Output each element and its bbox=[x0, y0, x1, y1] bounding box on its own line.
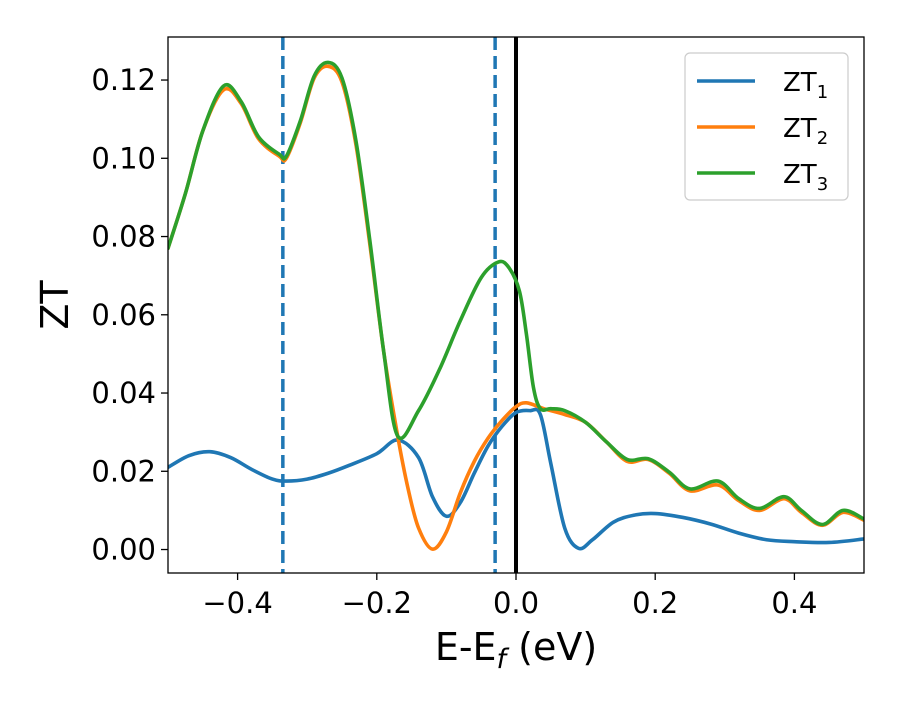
series-lines bbox=[168, 60, 864, 551]
x-axis-label-main: E-E bbox=[435, 625, 497, 669]
legend-label-zt3: ZT3 bbox=[783, 160, 828, 195]
x-axis: −0.4 −0.2 0.0 0.2 0.4 bbox=[202, 573, 817, 620]
legend-box bbox=[684, 52, 849, 201]
legend-label-main: ZT bbox=[783, 114, 817, 144]
reference-lines bbox=[281, 37, 518, 573]
y-tick-label: 0.10 bbox=[91, 141, 156, 175]
legend-label-zt1: ZT1 bbox=[783, 68, 828, 103]
series-line-zt1 bbox=[168, 407, 864, 551]
x-tick-label: 0.0 bbox=[493, 586, 539, 620]
y-tick-label: 0.12 bbox=[91, 63, 156, 97]
x-tick-label: 0.2 bbox=[632, 586, 678, 620]
y-tick-label: 0.00 bbox=[91, 533, 156, 567]
x-axis-label: E-Ef (eV) bbox=[435, 625, 597, 675]
y-axis: 0.00 0.02 0.04 0.06 0.08 0.10 0.12 bbox=[91, 63, 168, 567]
x-tick-label: −0.2 bbox=[342, 586, 412, 620]
legend-label-zt2: ZT2 bbox=[783, 114, 828, 149]
legend-label-main: ZT bbox=[783, 160, 817, 190]
y-tick-label: 0.04 bbox=[91, 376, 156, 410]
legend-label-main: ZT bbox=[783, 68, 817, 98]
x-axis-label-unit: (eV) bbox=[506, 625, 597, 669]
legend-label-subscript: 1 bbox=[817, 82, 828, 103]
x-tick-label: −0.4 bbox=[202, 586, 272, 620]
x-tick-label: 0.4 bbox=[771, 586, 817, 620]
y-axis-label: ZT bbox=[33, 280, 77, 330]
legend-label-subscript: 3 bbox=[817, 174, 828, 195]
y-tick-label: 0.06 bbox=[91, 298, 156, 332]
legend-label-subscript: 2 bbox=[817, 128, 828, 149]
y-tick-label: 0.08 bbox=[91, 220, 156, 254]
y-tick-label: 0.02 bbox=[91, 454, 156, 488]
series-line-zt3 bbox=[168, 60, 864, 527]
